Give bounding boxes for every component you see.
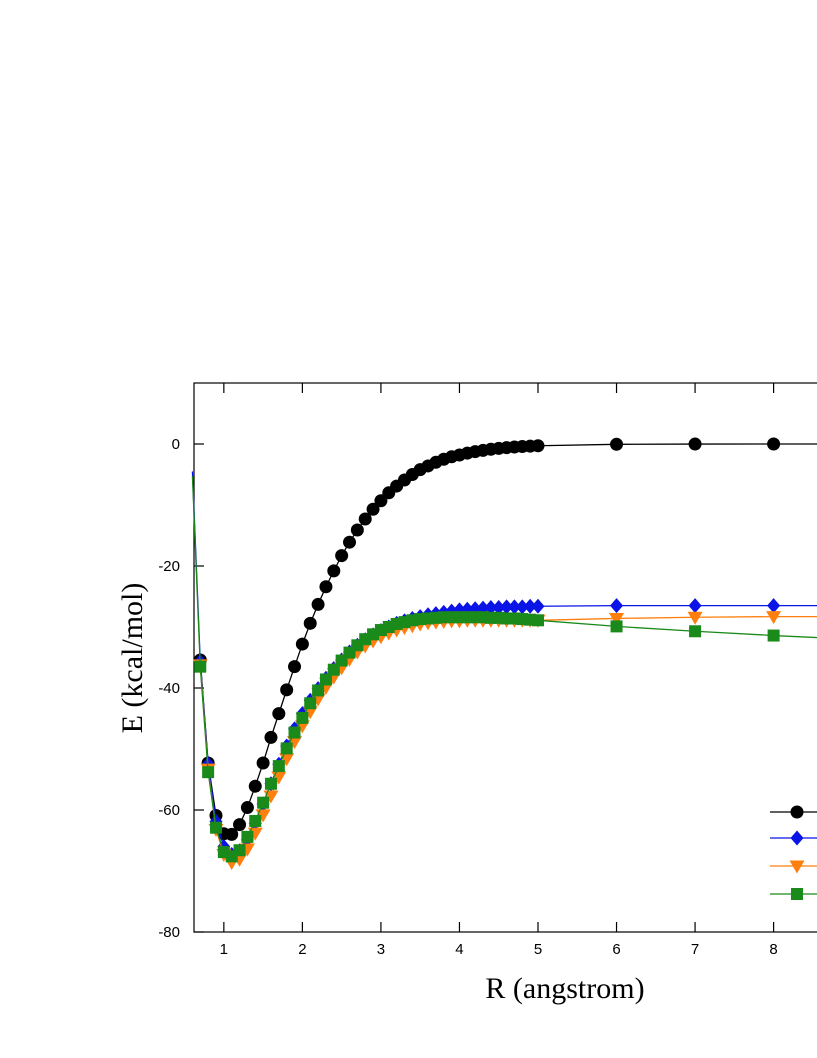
circle-marker bbox=[358, 512, 372, 526]
circle-marker bbox=[248, 779, 262, 793]
axes: 1 2 3 4 5 6 7 8 0 -20 -40 -60 -80 bbox=[158, 382, 817, 958]
legend-entry-3 bbox=[770, 860, 817, 874]
diamond-marker bbox=[500, 599, 514, 615]
legend-entry-4 bbox=[770, 888, 817, 900]
circle-marker bbox=[366, 502, 380, 516]
circle-marker bbox=[688, 437, 702, 451]
circle-marker bbox=[374, 494, 388, 508]
series-line bbox=[199, 443, 817, 836]
legend bbox=[770, 805, 817, 900]
circle-marker bbox=[311, 597, 325, 611]
circle-marker bbox=[272, 707, 286, 721]
x-tick-label: 8 bbox=[769, 941, 777, 958]
y-tick-label: -60 bbox=[158, 802, 180, 819]
circle-marker bbox=[327, 564, 341, 578]
square-marker bbox=[241, 830, 254, 843]
square-marker bbox=[209, 821, 222, 834]
diamond-marker bbox=[767, 598, 781, 614]
circle-marker bbox=[335, 549, 349, 563]
diamond-marker bbox=[688, 598, 702, 614]
x-tick-label: 2 bbox=[298, 941, 306, 958]
triangle-marker bbox=[609, 612, 625, 626]
x-tick-label: 5 bbox=[534, 941, 542, 958]
series-layer bbox=[191, 437, 817, 870]
circle-marker bbox=[531, 439, 545, 453]
triangle-marker bbox=[766, 611, 782, 625]
circle-marker bbox=[288, 660, 302, 674]
circle-marker bbox=[350, 523, 364, 537]
x-axis-title: R (angstrom) bbox=[485, 972, 644, 1005]
series-line bbox=[191, 476, 817, 858]
square-marker bbox=[296, 711, 309, 724]
circle-marker bbox=[319, 580, 333, 594]
series-1 bbox=[193, 437, 817, 841]
circle-marker bbox=[280, 683, 294, 697]
y-axis-title: E (kcal/mol) bbox=[116, 583, 149, 734]
diamond-marker bbox=[610, 598, 624, 614]
square-marker bbox=[767, 629, 780, 642]
square-marker bbox=[264, 777, 277, 790]
series-2 bbox=[191, 471, 817, 863]
circle-marker bbox=[343, 535, 357, 549]
diamond-marker bbox=[531, 598, 545, 614]
square-marker bbox=[257, 796, 270, 809]
series-line bbox=[191, 471, 817, 856]
circle-marker bbox=[240, 801, 254, 815]
x-tick-label: 4 bbox=[455, 941, 463, 958]
diamond-marker bbox=[515, 599, 529, 615]
legend-entry-1 bbox=[770, 805, 817, 819]
square-marker bbox=[319, 673, 332, 686]
square-marker bbox=[288, 726, 301, 739]
circle-marker bbox=[790, 805, 804, 819]
square-marker bbox=[249, 814, 262, 827]
triangle-marker bbox=[789, 860, 805, 874]
circle-marker bbox=[610, 437, 624, 451]
square-marker bbox=[312, 684, 325, 697]
square-marker bbox=[233, 844, 246, 857]
y-tick-label: -80 bbox=[158, 924, 180, 941]
square-marker bbox=[791, 888, 803, 900]
square-marker bbox=[202, 766, 215, 779]
x-tick-label: 3 bbox=[377, 941, 385, 958]
diamond-marker bbox=[523, 598, 537, 614]
circle-marker bbox=[767, 437, 781, 451]
square-marker bbox=[280, 742, 293, 755]
circle-marker bbox=[295, 637, 309, 651]
diamond-marker bbox=[507, 599, 521, 615]
plot-frame bbox=[193, 382, 817, 933]
series-4 bbox=[191, 476, 817, 863]
x-tick-label: 1 bbox=[220, 941, 228, 958]
triangle-marker bbox=[687, 611, 703, 625]
circle-marker bbox=[264, 730, 278, 744]
circle-marker bbox=[256, 756, 270, 770]
circle-marker bbox=[303, 616, 317, 630]
legend-entry-2 bbox=[770, 830, 817, 846]
square-marker bbox=[194, 660, 207, 673]
diamond-marker bbox=[790, 830, 804, 846]
diamond-marker bbox=[492, 599, 506, 615]
square-marker bbox=[689, 625, 702, 638]
circle-marker bbox=[233, 818, 247, 832]
square-marker bbox=[327, 663, 340, 676]
y-tick-label: -40 bbox=[158, 680, 180, 697]
square-marker bbox=[272, 760, 285, 773]
square-marker bbox=[304, 697, 317, 710]
circle-marker bbox=[225, 827, 239, 841]
x-tick-label: 7 bbox=[691, 941, 699, 958]
square-marker bbox=[531, 614, 544, 627]
y-tick-label: 0 bbox=[172, 436, 180, 453]
square-marker bbox=[610, 620, 623, 633]
y-tick-label: -20 bbox=[158, 558, 180, 575]
x-tick-label: 6 bbox=[612, 941, 620, 958]
diamond-marker bbox=[484, 599, 498, 615]
